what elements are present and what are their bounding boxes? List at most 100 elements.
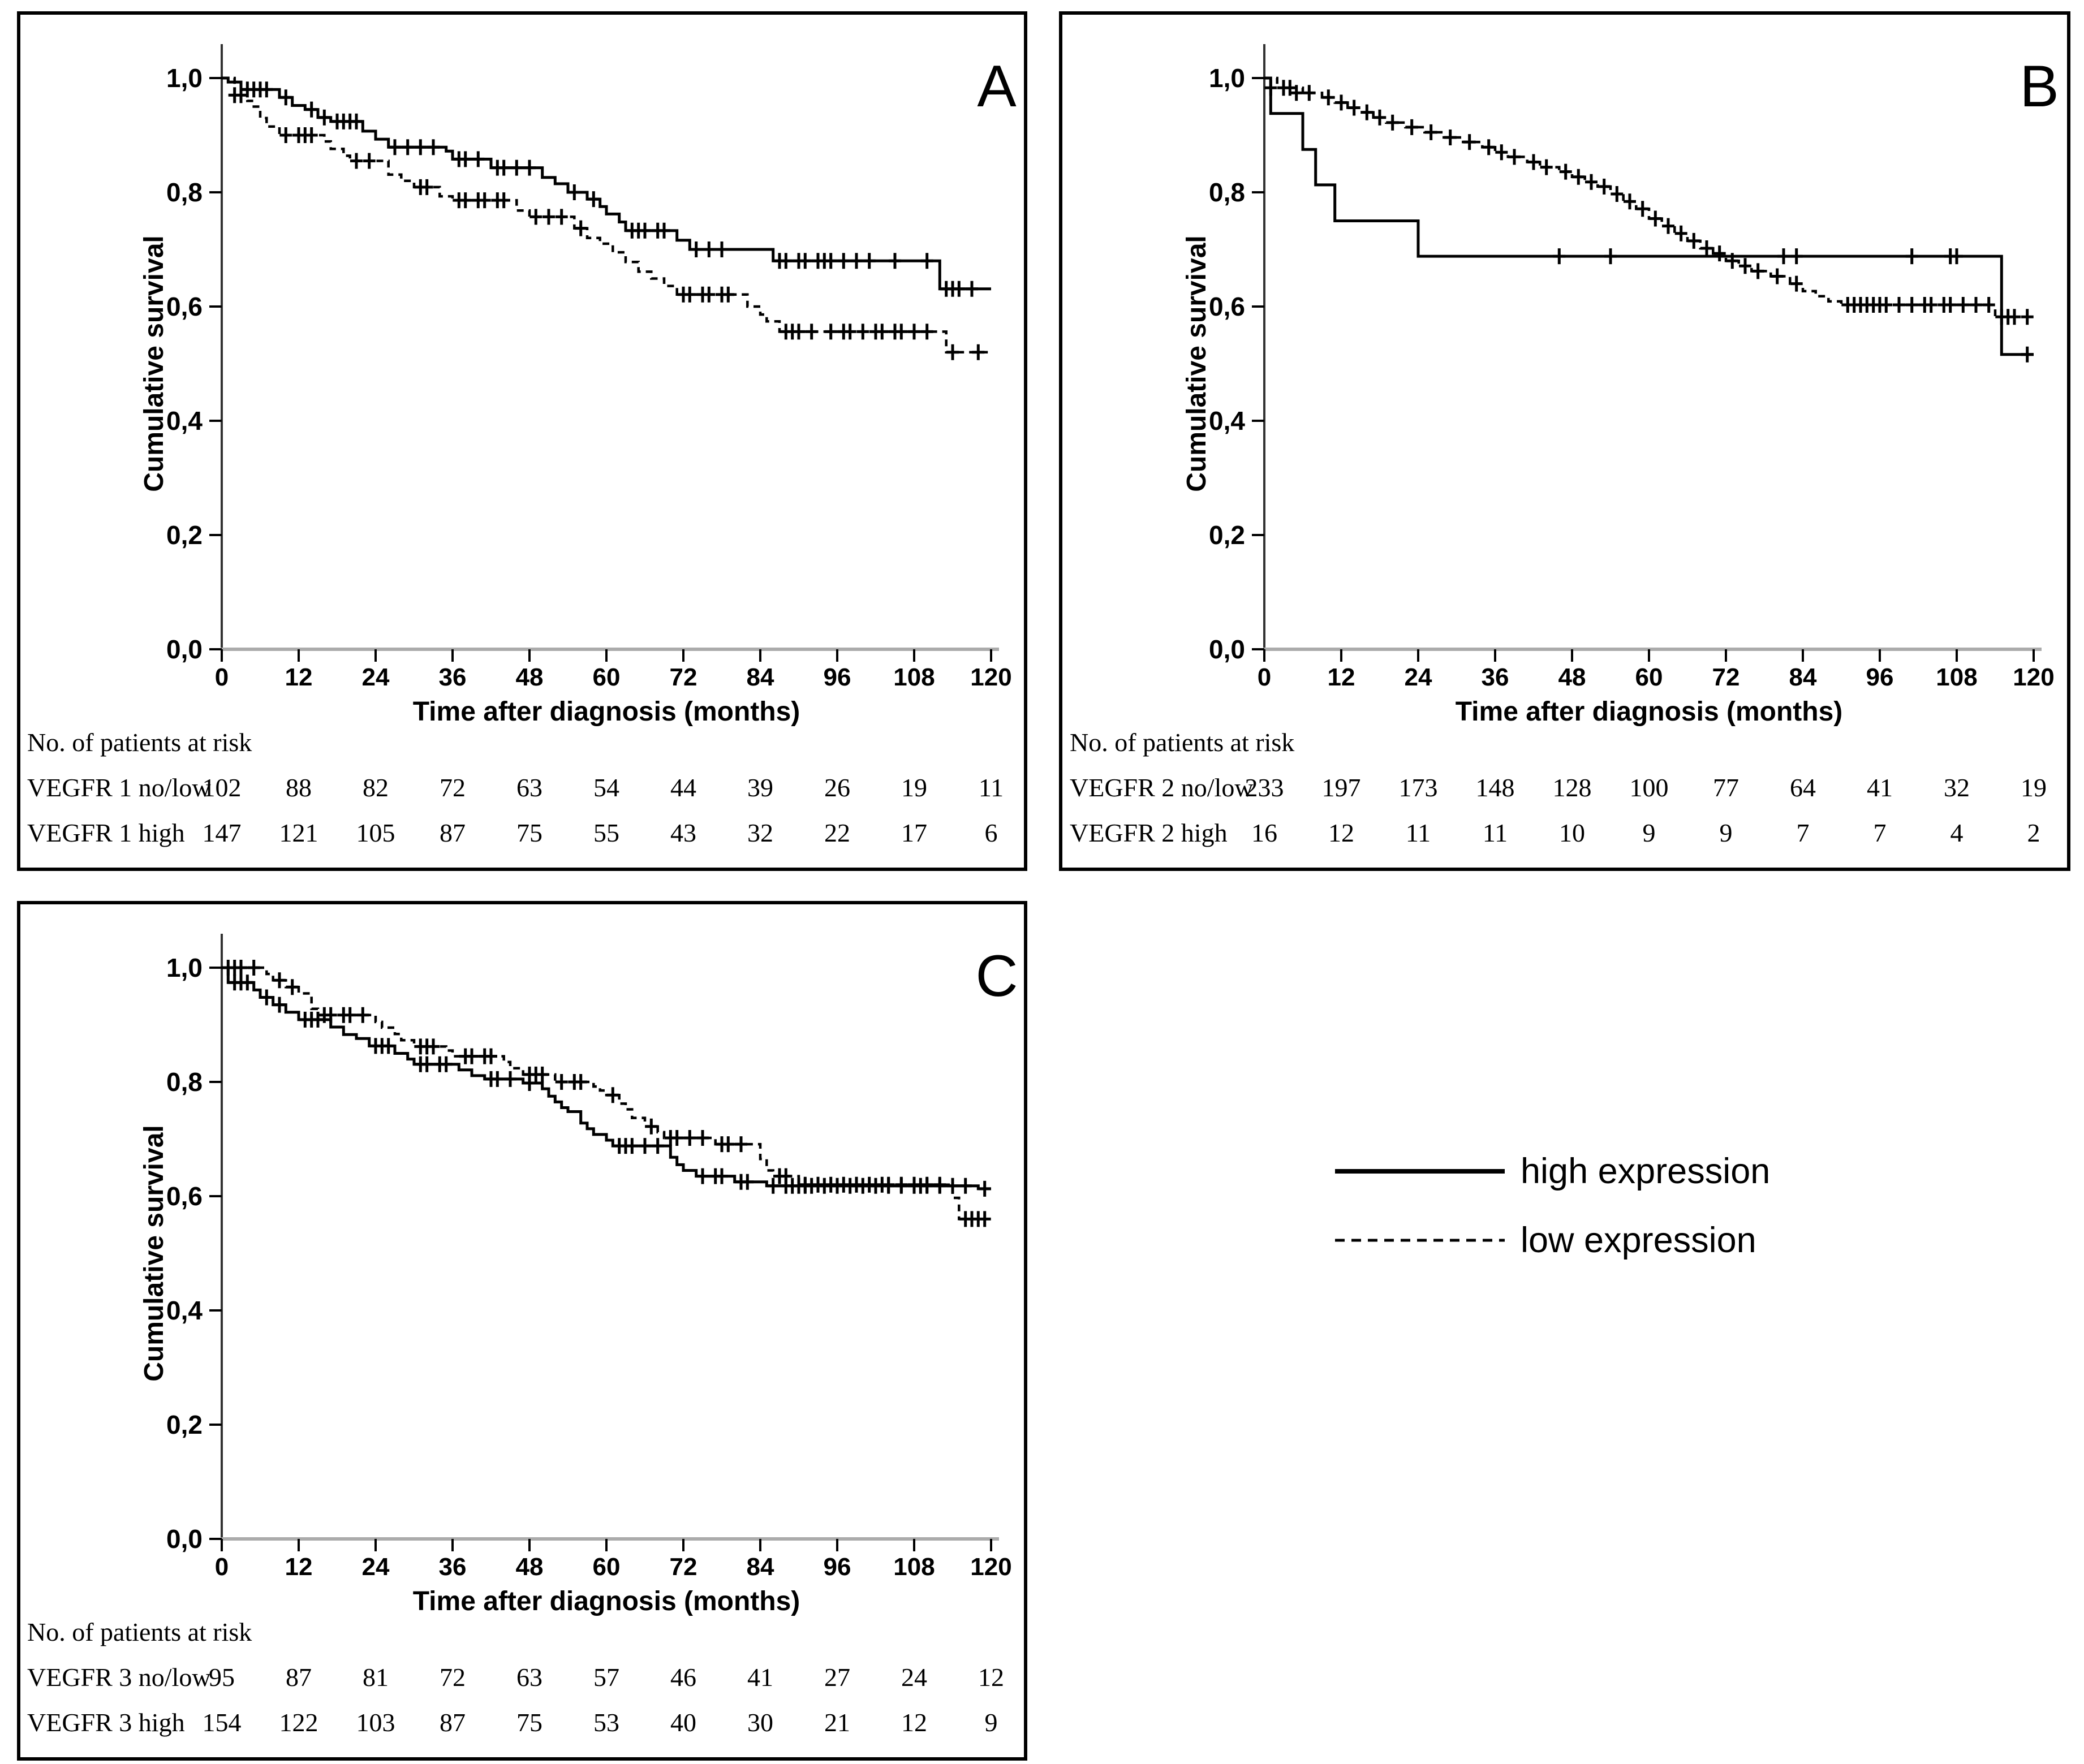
- svg-text:24: 24: [1405, 663, 1432, 691]
- svg-text:0,4: 0,4: [1209, 406, 1245, 435]
- figure-legend: high expression low expression: [1335, 1137, 1770, 1275]
- svg-text:120: 120: [2013, 663, 2054, 691]
- x-axis-title: Time after diagnosis (months): [413, 697, 800, 727]
- svg-text:0,0: 0,0: [166, 1524, 203, 1554]
- svg-text:48: 48: [1558, 663, 1586, 691]
- y-axis-title: Cumulative survival: [139, 1125, 169, 1382]
- risk-row-value: 105: [356, 818, 395, 847]
- km-plot-C: 0,0 0,2 0,4 0,6 0,8 1,0 0 12 24 36 48 60 72 84 96 108 12…: [27, 934, 1018, 1737]
- censor-marks-high: [1553, 248, 2034, 363]
- y-axis-title: Cumulative survival: [139, 235, 169, 492]
- risk-row-value: 11: [979, 773, 1004, 802]
- risk-row-value: 197: [1322, 773, 1361, 802]
- risk-row-value: 17: [901, 818, 927, 847]
- risk-row-label: VEGFR 2 high: [1070, 818, 1228, 847]
- risk-row-value: 46: [670, 1663, 696, 1692]
- risk-row-label: VEGFR 3 no/low: [27, 1663, 211, 1692]
- risk-row-value: 32: [1944, 773, 1970, 802]
- risk-row-value: 11: [1406, 818, 1431, 847]
- risk-row-value: 44: [670, 773, 696, 802]
- x-axis-title: Time after diagnosis (months): [1456, 697, 1843, 727]
- panel-B: 0,0 0,2 0,4 0,6 0,8 1,0 0 12 24 36 48 60 72 84 96 108 12…: [1059, 11, 2070, 871]
- risk-row-value: 75: [516, 818, 542, 847]
- risk-table-title: No. of patients at risk: [1070, 728, 1294, 757]
- risk-row-value: 154: [203, 1708, 242, 1737]
- risk-row-value: 87: [440, 1708, 466, 1737]
- risk-row-value: 21: [824, 1708, 850, 1737]
- risk-row-value: 16: [1251, 818, 1277, 847]
- risk-row-value: 19: [901, 773, 927, 802]
- svg-text:108: 108: [893, 663, 935, 691]
- risk-row-value: 43: [670, 818, 696, 847]
- risk-table: No. of patients at risk VEGFR 1 no/low102…: [27, 728, 1004, 847]
- risk-row-value: 72: [440, 1663, 466, 1692]
- svg-text:120: 120: [970, 663, 1011, 691]
- risk-row-value: 53: [593, 1708, 619, 1737]
- risk-row-value: 72: [440, 773, 466, 802]
- svg-text:48: 48: [516, 663, 544, 691]
- svg-text:0,0: 0,0: [166, 635, 203, 664]
- risk-row-value: 121: [279, 818, 318, 847]
- svg-text:36: 36: [1482, 663, 1509, 691]
- risk-row-value: 102: [203, 773, 242, 802]
- series-line-high: [222, 966, 991, 1191]
- risk-row-value: 63: [516, 773, 542, 802]
- risk-row-value: 32: [747, 818, 773, 847]
- svg-text:60: 60: [1635, 663, 1663, 691]
- svg-text:0,6: 0,6: [166, 292, 203, 321]
- risk-row-value: 147: [203, 818, 242, 847]
- risk-row-value: 26: [824, 773, 850, 802]
- risk-row-value: 55: [593, 818, 619, 847]
- svg-text:0,8: 0,8: [166, 1067, 203, 1097]
- svg-text:0,2: 0,2: [1209, 520, 1245, 550]
- risk-row-value: 9: [1643, 818, 1656, 847]
- x-axis-title: Time after diagnosis (months): [413, 1586, 800, 1616]
- risk-row-value: 27: [824, 1663, 850, 1692]
- risk-row-value: 148: [1476, 773, 1515, 802]
- svg-text:0,8: 0,8: [166, 178, 203, 207]
- series-line-high: [222, 76, 991, 291]
- risk-row-value: 7: [1874, 818, 1887, 847]
- svg-text:0,2: 0,2: [166, 1410, 203, 1439]
- legend-label-high: high expression: [1521, 1151, 1771, 1191]
- risk-row-value: 11: [1483, 818, 1508, 847]
- svg-text:0,4: 0,4: [166, 1296, 203, 1325]
- risk-row-value: 87: [440, 818, 466, 847]
- risk-row-value: 88: [286, 773, 312, 802]
- risk-row-value: 100: [1630, 773, 1669, 802]
- y-axis-title: Cumulative survival: [1182, 235, 1212, 492]
- svg-text:0: 0: [1258, 663, 1271, 691]
- svg-text:0,8: 0,8: [1209, 178, 1245, 207]
- panel-C: 0,0 0,2 0,4 0,6 0,8 1,0 0 12 24 36 48 60 72 84 96 108 12…: [17, 901, 1027, 1761]
- censor-marks-low: [222, 960, 991, 1227]
- risk-row-value: 75: [516, 1708, 542, 1737]
- risk-table: No. of patients at risk VEGFR 2 no/low233…: [1070, 728, 2047, 847]
- legend-label-low: low expression: [1521, 1220, 1756, 1260]
- svg-text:84: 84: [1789, 663, 1817, 691]
- risk-row-value: 82: [363, 773, 389, 802]
- series-line-low: [222, 966, 991, 1220]
- risk-row-value: 30: [747, 1708, 773, 1737]
- legend-dashed-line-icon: [1335, 1239, 1505, 1242]
- svg-text:84: 84: [747, 663, 774, 691]
- risk-row-label: VEGFR 2 no/low: [1070, 773, 1254, 802]
- risk-row-value: 2: [2027, 818, 2040, 847]
- censor-marks-high: [241, 81, 978, 297]
- risk-row-value: 63: [516, 1663, 542, 1692]
- svg-text:0,0: 0,0: [1209, 635, 1245, 664]
- svg-text:24: 24: [362, 663, 390, 691]
- axes: 0,0 0,2 0,4 0,6 0,8 1,0 0 12 24 36 48 60 72 84 96 108 12…: [1209, 44, 2055, 691]
- svg-text:12: 12: [1328, 663, 1355, 691]
- legend-item-low: low expression: [1335, 1206, 1770, 1275]
- risk-row-label: VEGFR 1 no/low: [27, 773, 211, 802]
- risk-row-value: 64: [1790, 773, 1816, 802]
- svg-text:48: 48: [516, 1553, 544, 1581]
- axes: 0,0 0,2 0,4 0,6 0,8 1,0 0 12 24 36 48 60 72 84 96 108 12…: [166, 934, 1012, 1581]
- risk-row-value: 12: [978, 1663, 1004, 1692]
- svg-text:72: 72: [670, 1553, 697, 1581]
- risk-row-value: 128: [1553, 773, 1592, 802]
- risk-row-value: 233: [1245, 773, 1284, 802]
- risk-row-value: 81: [363, 1663, 389, 1692]
- svg-text:0,2: 0,2: [166, 520, 203, 550]
